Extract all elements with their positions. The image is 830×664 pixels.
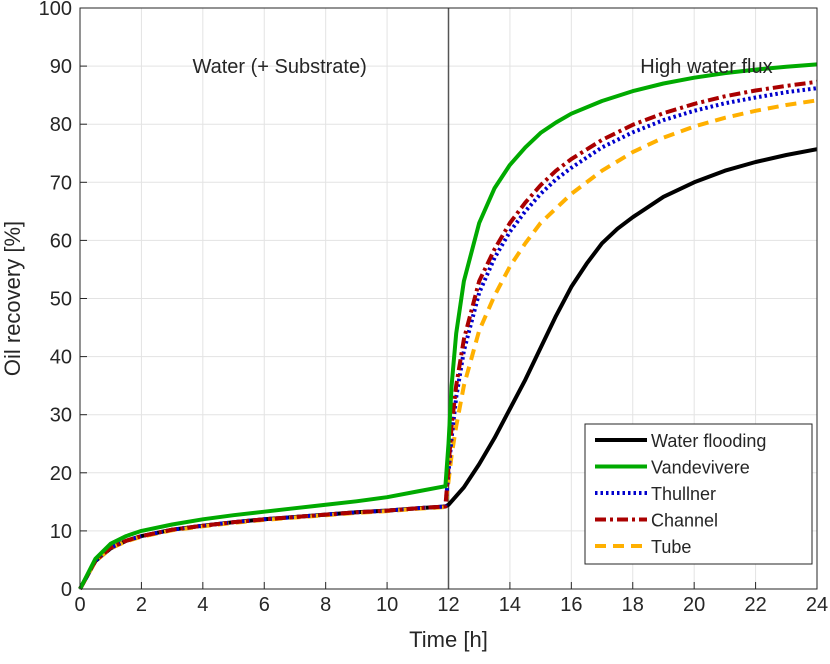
y-tick-label: 30 — [50, 405, 72, 427]
y-axis-title: Oil recovery [%] — [0, 221, 25, 376]
plot-frame — [79, 7, 818, 590]
y-tick-label: 10 — [50, 521, 72, 543]
series-lines — [78, 8, 818, 590]
x-tick-label: 2 — [136, 594, 147, 616]
y-tick-label: 20 — [50, 463, 72, 485]
y-tick-label: 70 — [50, 172, 72, 194]
y-tick-label: 40 — [50, 347, 72, 369]
x-tick-label: 8 — [320, 594, 331, 616]
legend-label: Water flooding — [651, 431, 766, 451]
series-line-vandevivere — [78, 62, 818, 590]
x-tick-label: 6 — [259, 594, 270, 616]
x-tick-label: 10 — [376, 594, 398, 616]
x-tick-label: 18 — [622, 594, 644, 616]
x-tick-label: 4 — [197, 594, 208, 616]
legend-label: Vandevivere — [651, 458, 750, 478]
x-tick-label: 20 — [683, 594, 705, 616]
x-tick-label: 0 — [74, 594, 85, 616]
y-tick-label: 50 — [50, 289, 72, 311]
annotations: Water (+ Substrate) High water flux — [192, 56, 772, 78]
y-tick-label: 0 — [61, 579, 72, 601]
legend-label: Thullner — [651, 484, 716, 504]
y-tick-label: 60 — [50, 230, 72, 252]
legend: Water flooding Vandevivere Thullner Channel… — [584, 423, 813, 565]
x-tick-label: 14 — [499, 594, 521, 616]
x-tick-label: 16 — [560, 594, 582, 616]
series-line-channel — [78, 79, 818, 590]
annotation-label: Water (+ Substrate) — [192, 56, 366, 78]
x-tick-label: 24 — [806, 594, 828, 616]
legend-label: Channel — [651, 511, 718, 531]
y-tick-label: 80 — [50, 114, 72, 136]
series-line-tube — [78, 98, 818, 590]
x-tick-label: 22 — [744, 594, 766, 616]
legend-label: Tube — [651, 537, 691, 557]
annotation-label: High water flux — [640, 56, 772, 78]
y-tick-label: 90 — [50, 56, 72, 78]
x-axis-title: Time [h] — [409, 627, 488, 652]
y-tick-label: 100 — [39, 0, 72, 20]
axis-ticks: 0 2 4 6 8 10 12 14 16 18 20 22 240102030405060708090… — [39, 0, 829, 616]
x-tick-label: 12 — [437, 594, 459, 616]
